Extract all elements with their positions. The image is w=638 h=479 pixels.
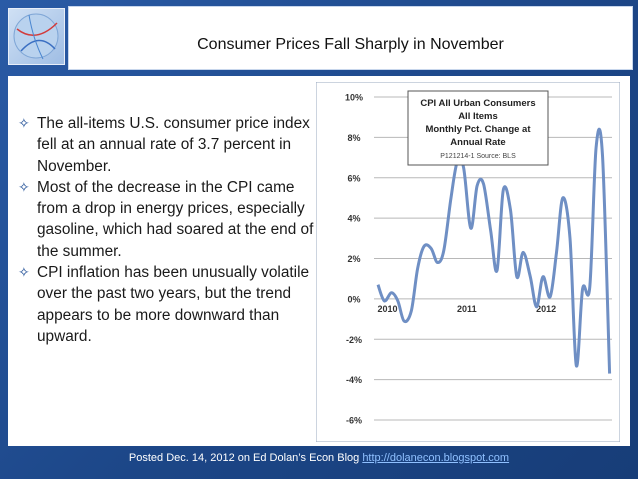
bullet-item: ✧ CPI inflation has been unusually volat… — [18, 262, 316, 347]
legend-title-line: Monthly Pct. Change at — [425, 124, 531, 135]
legend-title-line: All Items — [458, 111, 498, 122]
content-panel: ✧ The all-items U.S. consumer price inde… — [8, 76, 630, 446]
four-point-star-icon: ✧ — [18, 115, 30, 131]
cpi-line-chart: 10% 8% 6% 4% 2% 0% -2% -4% -6% 2010 2011 2012 CPI … — [316, 82, 620, 442]
chart-legend-box: CPI All Urban Consumers All Items Monthl… — [407, 90, 549, 166]
y-tick-label: 10% — [345, 93, 363, 103]
bullet-text: CPI inflation has been unusually volatil… — [37, 264, 310, 345]
footer-text: Posted Dec. 14, 2012 on Ed Dolan’s Econ … — [128, 452, 360, 464]
x-axis-ticks: 2010 2011 2012 — [377, 304, 556, 314]
y-tick-label: 2% — [347, 254, 360, 264]
globe-logo-icon — [8, 8, 65, 65]
bullet-list: ✧ The all-items U.S. consumer price inde… — [18, 113, 316, 347]
y-tick-label: 4% — [347, 214, 360, 224]
page-title: Consumer Prices Fall Sharply in November — [197, 36, 504, 53]
x-tick-label: 2010 — [377, 304, 397, 314]
blog-link[interactable]: http://dolanecon.blogspot.com — [362, 452, 510, 464]
bullet-item: ✧ Most of the decrease in the CPI came f… — [18, 177, 316, 262]
four-point-star-icon: ✧ — [18, 264, 30, 281]
y-tick-label: 0% — [347, 294, 360, 304]
cpi-series-line — [376, 127, 612, 374]
bullet-text: Most of the decrease in the CPI came fro… — [37, 178, 314, 260]
y-tick-label: 8% — [347, 133, 360, 143]
x-tick-label: 2011 — [457, 304, 477, 314]
four-point-star-icon: ✧ — [18, 178, 30, 195]
y-axis-ticks: 10% 8% 6% 4% 2% 0% -2% -4% -6% — [345, 93, 363, 426]
y-tick-label: -2% — [346, 335, 362, 345]
legend-source: P121214-1 Source: BLS — [440, 153, 516, 160]
y-tick-label: -6% — [346, 416, 362, 426]
footer: Posted Dec. 14, 2012 on Ed Dolan’s Econ … — [0, 452, 638, 464]
title-bar: Consumer Prices Fall Sharply in November — [68, 6, 633, 70]
bullet-text: The all-items U.S. consumer price index … — [37, 115, 310, 175]
y-tick-label: -4% — [346, 375, 362, 385]
y-tick-label: 6% — [347, 173, 360, 183]
x-tick-label: 2012 — [536, 304, 556, 314]
legend-title-line: CPI All Urban Consumers — [420, 98, 535, 109]
bullet-item: ✧ The all-items U.S. consumer price inde… — [18, 113, 316, 177]
legend-title-line: Annual Rate — [450, 137, 505, 148]
